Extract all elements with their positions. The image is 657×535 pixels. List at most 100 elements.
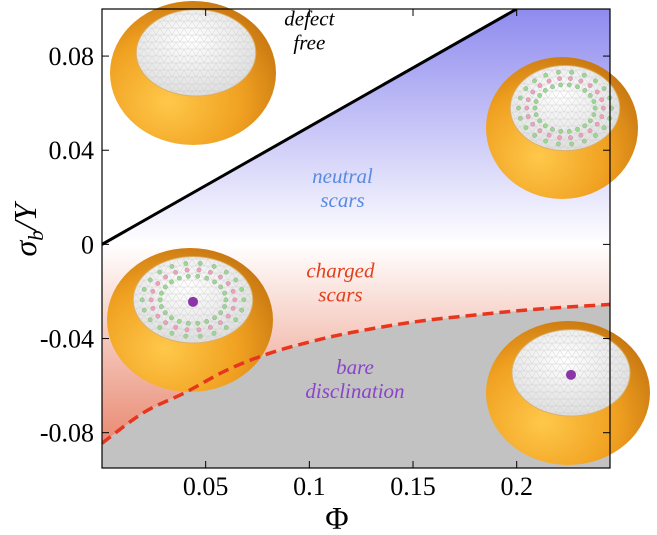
- scar-defect-dot: [546, 78, 552, 84]
- scar-defect-dot: [582, 88, 588, 93]
- scar-defect-dot: [537, 93, 543, 98]
- scar-defect-dot: [523, 86, 529, 91]
- scar-defect-dot: [157, 325, 163, 330]
- scar-defect-dot: [139, 297, 145, 303]
- y-tick-label: 0: [81, 230, 94, 259]
- scar-defect-dot: [196, 267, 202, 273]
- scar-defect-dot: [537, 128, 543, 134]
- scar-defect-dot: [197, 333, 203, 339]
- charged-scars-shell: [107, 248, 273, 392]
- scar-defect-dot: [195, 321, 201, 326]
- scar-defect-dot: [587, 93, 593, 98]
- scar-defect-dot: [147, 277, 153, 283]
- scar-defect-dot: [185, 273, 191, 279]
- scar-defect-dot: [566, 128, 572, 134]
- scar-defect-dot: [591, 112, 597, 118]
- defect-free-shell: [110, 1, 276, 145]
- dome-mesh: [511, 66, 619, 150]
- scar-defect-dot: [162, 284, 168, 290]
- scar-defect-dot: [223, 269, 229, 275]
- neutral-scars-shell: [486, 57, 638, 199]
- scar-defect-dot: [159, 290, 164, 296]
- scar-defect-dot: [530, 121, 536, 127]
- scar-defect-dot: [581, 138, 587, 144]
- scar-defect-dot: [592, 105, 598, 111]
- scar-defect-dot: [533, 99, 539, 104]
- scar-defect-dot: [587, 128, 593, 134]
- scar-defect-dot: [566, 82, 572, 88]
- scar-defect-dot: [211, 264, 217, 269]
- scar-defect-dot: [523, 125, 529, 131]
- scar-defect-dot: [537, 83, 543, 88]
- scar-defect-dot: [211, 330, 217, 336]
- scar-defect-dot: [212, 279, 217, 285]
- scar-defect-dot: [516, 105, 521, 111]
- plot-frame: [101, 8, 611, 469]
- scar-defect-dot: [543, 138, 549, 144]
- y-tick-label: 0.08: [49, 42, 95, 71]
- scar-defect-dot: [558, 82, 564, 88]
- x-tick-label: 0.1: [293, 472, 326, 501]
- scar-defect-dot: [568, 135, 573, 140]
- scar-defect-dot: [530, 89, 536, 95]
- scar-defect-dot: [204, 319, 210, 324]
- scar-defect-dot: [155, 313, 161, 319]
- scar-defect-dot: [542, 123, 548, 129]
- scar-defect-dot: [230, 306, 236, 311]
- scar-defect-dot: [208, 269, 213, 275]
- scar-defect-dot: [575, 84, 580, 90]
- scar-defect-dot: [218, 284, 224, 290]
- bare-disclination-region: [102, 304, 610, 468]
- center-disclination-dot: [188, 296, 198, 307]
- scar-defect-dot: [233, 317, 239, 323]
- scar-defect-dot: [578, 132, 584, 138]
- region-label: bare disclination: [305, 355, 404, 403]
- scar-defect-dot: [533, 112, 539, 118]
- scar-defect-dot: [197, 261, 203, 266]
- scar-defect-dot: [169, 279, 174, 285]
- scar-defect-dot: [537, 118, 543, 124]
- x-axis-label: Φ: [325, 500, 348, 535]
- scar-defect-dot: [532, 78, 537, 84]
- scar-defect-dot: [518, 95, 523, 101]
- scar-defect-dot: [218, 320, 223, 326]
- neutral-scars-region: [102, 9, 610, 245]
- scar-defect-dot: [218, 310, 224, 316]
- scar-defect-dot: [225, 313, 231, 319]
- scar-defect-dot: [582, 123, 588, 129]
- scar-defect-dot: [601, 86, 607, 91]
- scar-defect-dot: [587, 118, 593, 124]
- scar-defect-dot: [591, 99, 597, 104]
- scar-defect-dot: [241, 297, 247, 303]
- scar-defect-dot: [557, 76, 562, 81]
- scar-defect-dot: [169, 264, 175, 269]
- scar-defect-dot: [169, 315, 174, 321]
- scar-defect-dot: [162, 310, 168, 316]
- x-tick-label: 0.2: [500, 472, 533, 501]
- scar-defect-dot: [176, 319, 182, 324]
- scar-defect-dot: [147, 317, 153, 323]
- scar-defect-dot: [525, 97, 531, 103]
- scar-defect-dot: [556, 141, 561, 147]
- scar-defect-dot: [183, 333, 189, 339]
- scar-defect-dot: [150, 306, 156, 311]
- scar-defect-dot: [532, 105, 538, 111]
- scar-defect-dot: [532, 133, 537, 138]
- region-label: charged scars: [306, 258, 375, 306]
- y-tick-label: -0.08: [40, 419, 94, 448]
- scar-defect-dot: [157, 297, 163, 303]
- scar-defect-dot: [239, 307, 245, 313]
- scar-defect-dot: [222, 290, 227, 296]
- scar-defect-dot: [204, 275, 210, 281]
- scar-defect-dot: [581, 72, 587, 78]
- scar-defect-dot: [233, 277, 239, 283]
- scar-defect-dot: [195, 273, 201, 279]
- scar-defect-dot: [163, 320, 168, 326]
- scar-defect-dot: [173, 269, 178, 275]
- scar-defect-dot: [543, 72, 549, 78]
- defect-free-boundary-line: [102, 9, 518, 246]
- scar-defect-dot: [599, 114, 605, 119]
- scar-defect-dot: [148, 297, 154, 303]
- scar-defect-dot: [230, 288, 236, 294]
